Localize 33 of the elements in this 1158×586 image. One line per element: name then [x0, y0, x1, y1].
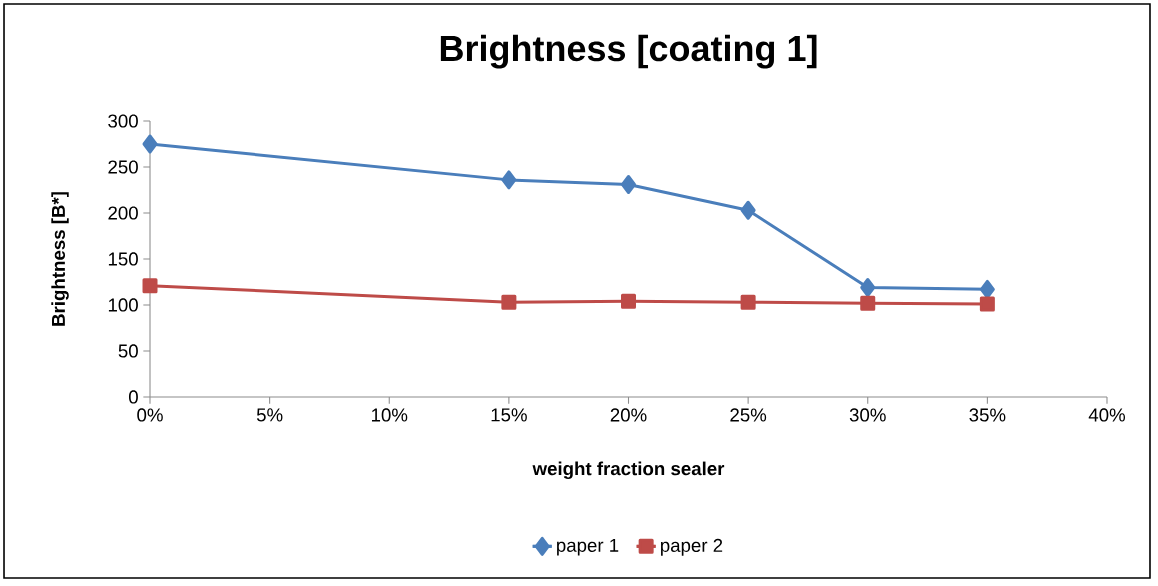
y-tick-label: 300 [108, 114, 138, 128]
y-tick-label: 200 [108, 206, 138, 220]
point [740, 200, 756, 220]
y-tick-label: 150 [108, 252, 138, 266]
point [142, 278, 158, 294]
point [740, 294, 756, 310]
y-tick-label: 250 [108, 160, 138, 174]
y-tick-label: 50 [118, 344, 138, 358]
legend-label: paper 2 [661, 538, 723, 556]
legend-label: paper 1 [557, 538, 619, 556]
x-tick-label: 5% [256, 408, 283, 422]
x-tick-label: 15% [491, 408, 527, 422]
x-tick-label: 25% [730, 408, 767, 422]
point [860, 295, 876, 311]
x-axis-title: weight fraction sealer [532, 461, 725, 480]
point [979, 296, 995, 312]
x-tick-label: 10% [372, 408, 408, 422]
x-tick-label: 0% [137, 408, 163, 422]
point [860, 278, 876, 298]
x-tick-label: 35% [969, 408, 1006, 422]
point [979, 279, 995, 299]
y-tick-label: 100 [108, 298, 138, 312]
point [621, 293, 636, 309]
y-tick-label: 0 [128, 390, 138, 404]
point [501, 294, 517, 310]
x-tick-label: 20% [610, 408, 647, 422]
point [142, 134, 158, 154]
point [621, 174, 636, 194]
chart-title: Brightness [coating 1] [440, 34, 817, 69]
x-tick-label: 30% [849, 408, 886, 422]
x-tick-label: 40% [1088, 408, 1125, 422]
y-axis-title: Brightness [B*] [51, 192, 69, 326]
point [501, 170, 517, 190]
